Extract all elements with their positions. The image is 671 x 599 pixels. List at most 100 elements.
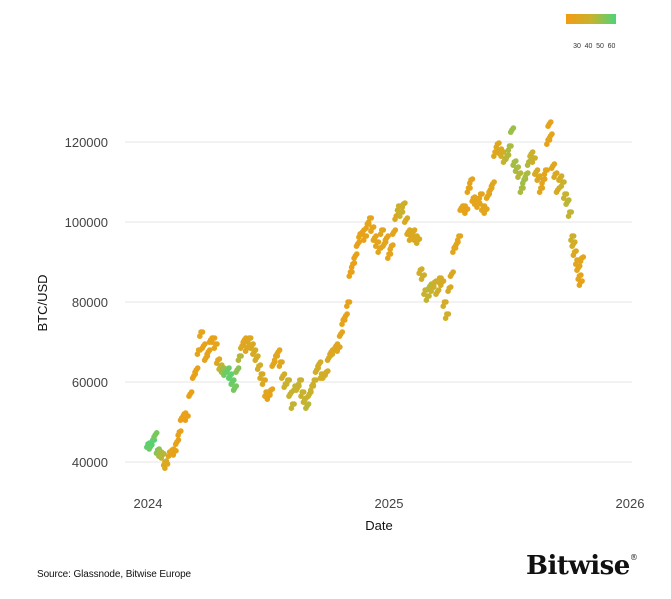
- data-point: [286, 377, 293, 383]
- data-point: [225, 375, 232, 382]
- data-point: [204, 351, 210, 358]
- data-point: [377, 231, 384, 237]
- y-axis-title: BTC/USD: [35, 274, 50, 331]
- data-point: [353, 251, 360, 257]
- data-point: [385, 255, 391, 261]
- data-point: [570, 233, 577, 239]
- data-point: [517, 189, 524, 195]
- data-point: [312, 377, 319, 383]
- data-point: [435, 287, 442, 293]
- data-point: [515, 174, 521, 180]
- data-point: [192, 369, 198, 376]
- data-point: [513, 158, 519, 164]
- data-point: [351, 255, 357, 261]
- data-point: [186, 393, 192, 400]
- data-point: [548, 165, 555, 171]
- data-point: [392, 216, 398, 222]
- data-point: [450, 269, 456, 275]
- data-point: [178, 428, 184, 434]
- y-axis-ticks: 40000 60000 80000 100000 120000: [65, 135, 108, 470]
- x-tick-label: 2026: [616, 496, 645, 511]
- data-point: [201, 357, 208, 364]
- data-point: [148, 441, 155, 448]
- data-point: [188, 389, 195, 395]
- data-point: [356, 239, 362, 245]
- data-point: [486, 189, 492, 195]
- data-point: [524, 162, 531, 168]
- data-point: [551, 174, 557, 180]
- data-point: [339, 329, 346, 335]
- data-point: [262, 377, 268, 383]
- data-point: [450, 249, 456, 255]
- data-point: [264, 396, 271, 403]
- data-point: [442, 315, 449, 322]
- data-point: [566, 197, 572, 203]
- data-point: [438, 282, 444, 289]
- data-point: [467, 185, 473, 191]
- data-point: [339, 321, 345, 328]
- data-point: [279, 359, 285, 365]
- data-point: [223, 369, 230, 376]
- data-point: [409, 231, 415, 237]
- registered-mark: ®: [629, 553, 638, 563]
- data-point: [305, 393, 312, 400]
- x-axis-title: Date: [365, 518, 392, 533]
- data-point: [385, 233, 391, 239]
- data-point: [563, 191, 570, 197]
- data-point: [322, 372, 328, 379]
- data-point: [529, 159, 536, 165]
- data-point: [569, 243, 575, 249]
- data-point: [577, 258, 584, 265]
- data-point: [269, 363, 275, 370]
- data-point: [457, 233, 464, 239]
- data-point: [445, 288, 451, 295]
- data-point: [226, 365, 232, 371]
- data-point: [447, 273, 454, 280]
- y-tick-label: 80000: [72, 295, 108, 310]
- data-point: [402, 200, 408, 206]
- data-point: [170, 452, 177, 458]
- data-point: [197, 333, 203, 340]
- data-point: [534, 177, 541, 183]
- data-point: [411, 227, 418, 233]
- data-point: [353, 243, 360, 249]
- data-point: [298, 377, 305, 383]
- data-point: [500, 149, 507, 155]
- data-point: [254, 366, 261, 373]
- data-point: [363, 225, 369, 231]
- data-point: [419, 266, 425, 272]
- data-point: [508, 143, 514, 149]
- data-point: [250, 341, 256, 347]
- data-point: [252, 347, 259, 353]
- data-point: [579, 278, 585, 284]
- data-point: [539, 180, 545, 186]
- colorbar-tick-label: 40: [585, 43, 593, 50]
- data-point: [276, 363, 283, 370]
- data-point: [452, 243, 459, 249]
- data-point: [240, 339, 246, 346]
- y-tick-label: 40000: [72, 455, 108, 470]
- data-point: [491, 153, 497, 159]
- data-point: [481, 210, 488, 216]
- data-point: [580, 254, 587, 260]
- data-point: [158, 455, 165, 461]
- data-point: [418, 276, 425, 283]
- data-point: [544, 167, 550, 173]
- data-point: [466, 180, 473, 186]
- colorbar-tick-label: 60: [608, 43, 616, 50]
- data-point: [172, 441, 179, 448]
- data-point: [336, 333, 343, 340]
- data-point: [325, 368, 331, 374]
- x-tick-label: 2025: [375, 496, 404, 511]
- data-point: [349, 269, 355, 275]
- data-point: [578, 272, 584, 278]
- data-point: [491, 179, 497, 185]
- data-point: [307, 387, 314, 394]
- data-point: [329, 351, 336, 358]
- data-point: [565, 213, 572, 219]
- data-point: [496, 140, 502, 146]
- data-point: [464, 206, 471, 212]
- data-point: [558, 173, 565, 179]
- data-point: [291, 401, 297, 407]
